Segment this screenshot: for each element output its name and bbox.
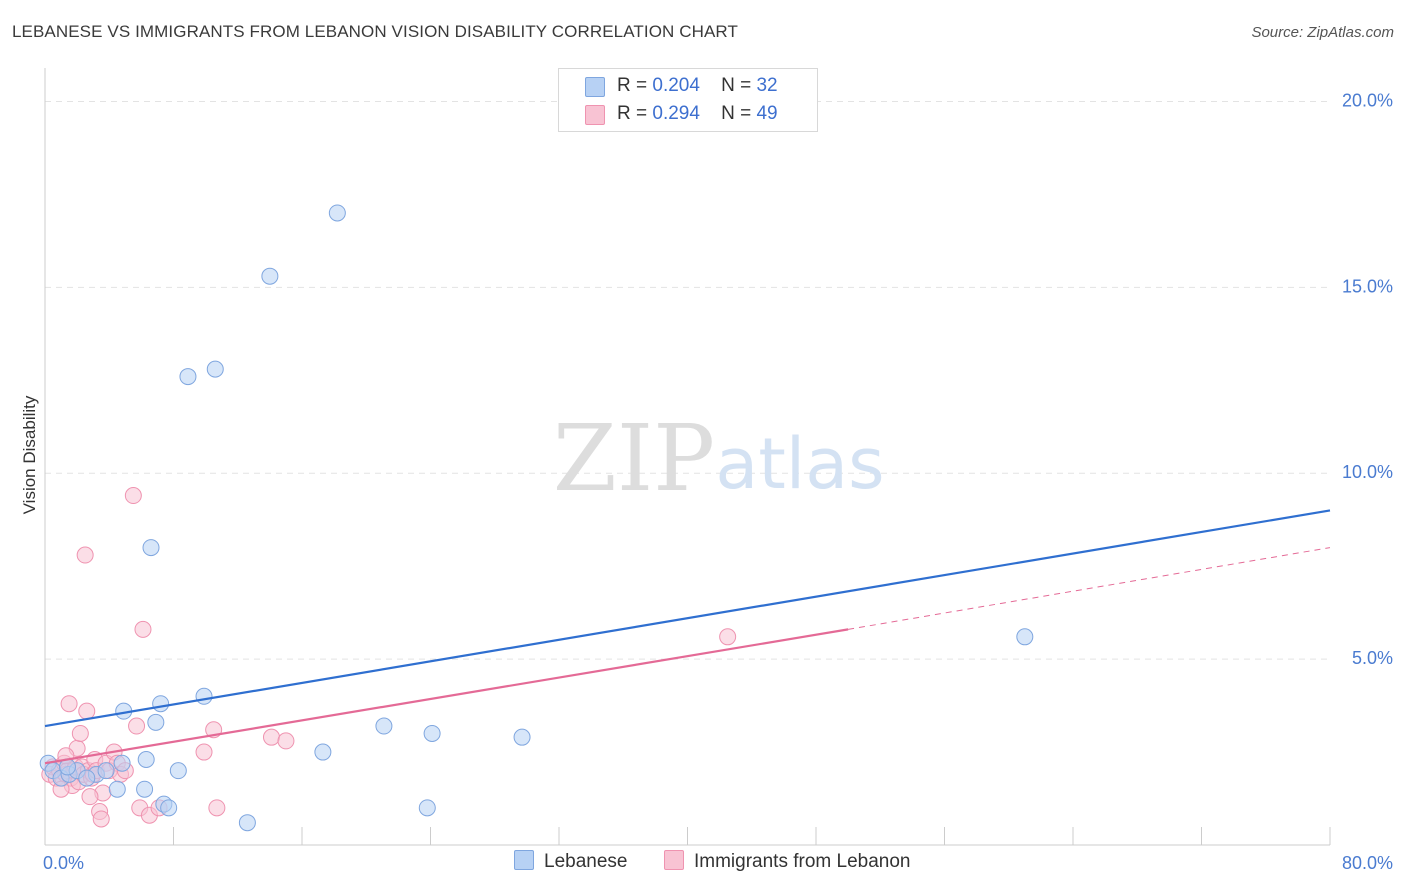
- lebanese-point: [142, 539, 160, 557]
- lebanese-point: [418, 799, 436, 817]
- immigrants-point: [92, 810, 110, 828]
- immigrants-point: [719, 628, 737, 646]
- lebanese-point: [108, 780, 126, 798]
- y-tick-label: 10.0%: [1342, 462, 1393, 482]
- lebanese-point: [147, 713, 165, 731]
- watermark-atlas: atlas: [715, 423, 884, 505]
- immigrants-point: [81, 788, 99, 806]
- legend-r-value-2: 0.294: [652, 103, 700, 124]
- bottom-legend-immigrants: Immigrants from Lebanon: [664, 850, 911, 873]
- legend-r-label-1: R =: [617, 75, 648, 96]
- immigrants-point: [128, 717, 146, 735]
- immigrants-trend-line: [44, 628, 849, 765]
- y-axis-label: Vision Disability: [20, 395, 39, 514]
- bottom-legend-label-immigrants: Immigrants from Lebanon: [694, 851, 911, 872]
- lebanese-point: [160, 799, 178, 817]
- legend-n-value-2: 49: [756, 103, 778, 124]
- lebanese-point: [195, 687, 213, 705]
- legend-r-value-1: 0.204: [652, 75, 700, 96]
- immigrants-point: [78, 702, 96, 720]
- legend-n-value-1: 32: [756, 75, 778, 96]
- bottom-legend-swatch-lebanese: [514, 850, 534, 870]
- chart-title: LEBANESE VS IMMIGRANTS FROM LEBANON VISI…: [12, 22, 738, 41]
- gridlines: [45, 100, 1330, 660]
- lebanese-point: [152, 695, 170, 713]
- lebanese-point: [261, 267, 279, 285]
- lebanese-point: [97, 762, 115, 780]
- watermark-zip: ZIP: [553, 405, 715, 512]
- lebanese-point: [423, 724, 441, 742]
- immigrants-point: [124, 487, 142, 505]
- lebanese-trend-line: [44, 509, 1331, 728]
- correlation-legend: R = 0.204 N = 32 R = 0.294 N = 49: [558, 68, 818, 132]
- lebanese-point: [513, 728, 531, 746]
- lebanese-point: [206, 360, 224, 378]
- lebanese-point: [78, 769, 96, 787]
- immigrants-point: [262, 728, 280, 746]
- lebanese-point: [169, 762, 187, 780]
- lebanese-point: [113, 754, 131, 772]
- tick-labels: 5.0% 10.0% 15.0% 20.0% 0.0% 80.0%: [43, 90, 1393, 873]
- lebanese-point: [314, 743, 332, 761]
- axes: [44, 68, 1331, 846]
- immigrants-point: [277, 732, 295, 750]
- immigrants-point: [71, 724, 89, 742]
- y-tick-label: 5.0%: [1352, 648, 1393, 668]
- immigrants-point: [76, 546, 94, 564]
- immigrants-point: [208, 799, 226, 817]
- lebanese-point: [136, 780, 154, 798]
- watermark: ZIP atlas: [553, 405, 885, 512]
- immigrants-point: [134, 620, 152, 638]
- lebanese-point: [238, 814, 256, 832]
- legend-n-label-1: N =: [721, 75, 752, 96]
- lebanese-points: [39, 204, 1034, 832]
- immigrants-points: [41, 487, 737, 828]
- lebanese-point: [375, 717, 393, 735]
- x-tick-label-min: 0.0%: [43, 853, 84, 873]
- lebanese-point: [179, 368, 197, 386]
- bottom-legend-lebanese: Lebanese: [514, 850, 627, 873]
- source-label: Source: ZipAtlas.com: [1251, 24, 1394, 41]
- bottom-legend-swatch-immigrants: [664, 850, 684, 870]
- y-tick-label: 20.0%: [1342, 90, 1393, 110]
- lebanese-point: [328, 204, 346, 222]
- bottom-legend-label-lebanese: Lebanese: [544, 851, 628, 872]
- legend-n-label-2: N =: [721, 103, 752, 124]
- immigrants-trend-extension: [848, 547, 1331, 630]
- immigrants-point: [195, 743, 213, 761]
- legend-swatch-lebanese: [585, 77, 605, 97]
- lebanese-point: [137, 750, 155, 768]
- y-tick-label: 15.0%: [1342, 276, 1393, 296]
- legend-r-label-2: R =: [617, 103, 648, 124]
- trend-lines: [44, 509, 1331, 765]
- immigrants-point: [60, 695, 78, 713]
- lebanese-point: [1016, 628, 1034, 646]
- x-tick-label-max: 80.0%: [1342, 853, 1393, 873]
- legend-swatch-immigrants: [585, 105, 605, 125]
